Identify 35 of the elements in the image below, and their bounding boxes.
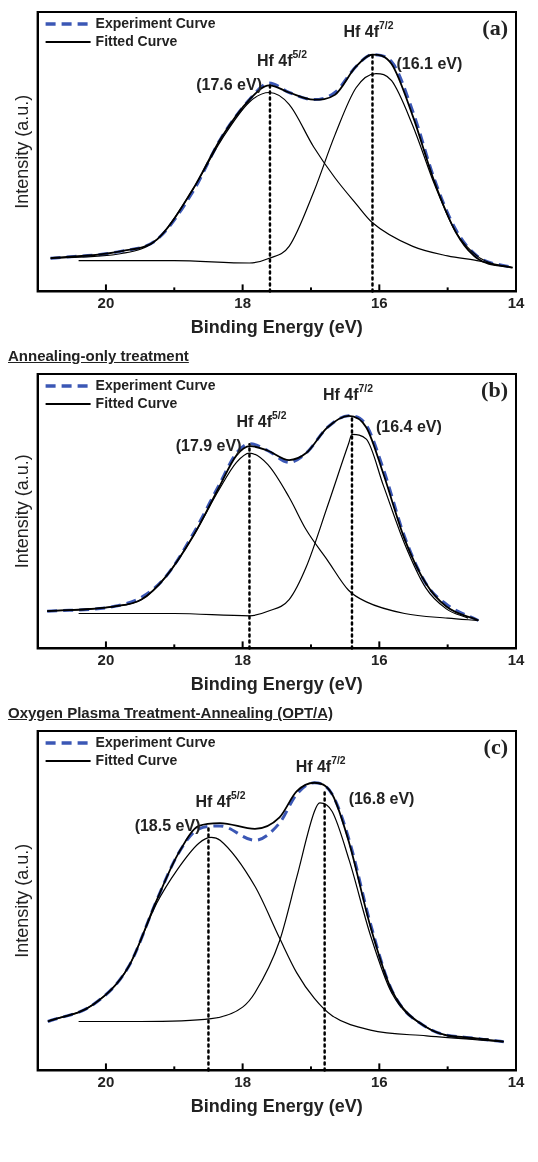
legend-label: Fitted Curve bbox=[95, 751, 178, 768]
x-tick-label: 16 bbox=[370, 293, 388, 311]
legend-label: Experiment Curve bbox=[95, 14, 216, 31]
text: (a) bbox=[482, 14, 508, 40]
x-axis-title: Binding Energy (eV) bbox=[190, 1096, 363, 1117]
x-tick-label: 20 bbox=[97, 1072, 115, 1090]
annotation: (16.4 eV) bbox=[375, 418, 442, 436]
legend-label: Fitted Curve bbox=[95, 394, 178, 411]
x-axis-title: Binding Energy (eV) bbox=[190, 317, 363, 338]
x-tick-label: 18 bbox=[234, 650, 251, 668]
x-tick-label: 16 bbox=[370, 1072, 388, 1090]
x-tick-label: 20 bbox=[97, 650, 115, 668]
x-tick-label: 18 bbox=[234, 1072, 251, 1090]
chart-title: Oxygen Plasma Treatment-Annealing (OPT/A) bbox=[8, 704, 335, 721]
annotation: (16.1 eV) bbox=[396, 55, 463, 73]
x-tick-label: 20 bbox=[97, 293, 115, 311]
x-tick-label: 16 bbox=[370, 650, 388, 668]
y-axis-title: Intensity (a.u.) bbox=[11, 94, 32, 209]
legend-label: Experiment Curve bbox=[95, 733, 216, 750]
text: (b) bbox=[481, 376, 508, 402]
annotation: (17.9 eV) bbox=[175, 436, 242, 454]
x-tick-label: 14 bbox=[507, 650, 525, 668]
annotation: (17.6 eV) bbox=[196, 75, 262, 93]
x-tick-label: 14 bbox=[507, 1072, 525, 1090]
x-tick-label: 14 bbox=[507, 293, 525, 311]
legend-label: Experiment Curve bbox=[95, 376, 216, 393]
chart-title: Annealing-only treatment bbox=[8, 347, 190, 364]
legend-label: Fitted Curve bbox=[95, 32, 178, 49]
x-tick-label: 18 bbox=[234, 293, 251, 311]
y-axis-title: Intensity (a.u.) bbox=[11, 454, 32, 569]
y-axis-title: Intensity (a.u.) bbox=[11, 843, 32, 958]
x-axis-title: Binding Energy (eV) bbox=[190, 674, 363, 695]
annotation: (18.5 eV) bbox=[134, 817, 201, 835]
text: (c) bbox=[483, 733, 508, 759]
annotation: (16.8 eV) bbox=[348, 789, 415, 807]
